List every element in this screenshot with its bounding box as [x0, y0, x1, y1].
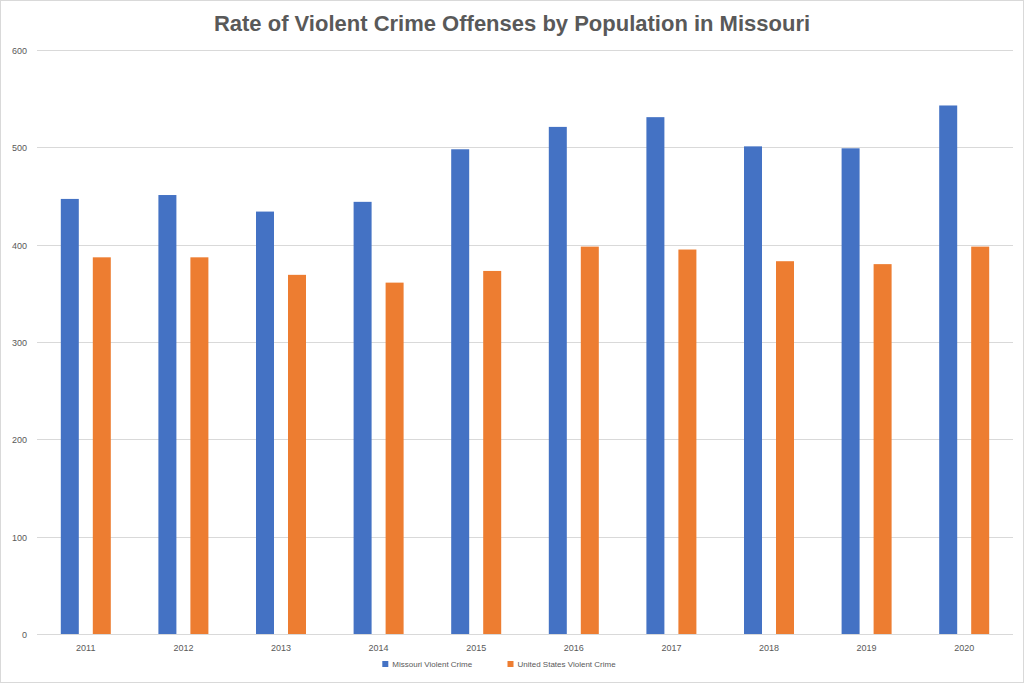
bar [971, 247, 989, 634]
bar [581, 247, 599, 634]
x-tick-label: 2016 [564, 643, 584, 653]
x-axis [37, 634, 1013, 635]
bar [354, 202, 372, 634]
bar [190, 257, 208, 634]
bar [678, 250, 696, 634]
bar [549, 127, 567, 634]
bar [93, 257, 111, 634]
bars [61, 105, 989, 634]
bar [939, 105, 957, 634]
bar [874, 264, 892, 634]
bar [158, 195, 176, 634]
x-tick-label: 2017 [661, 643, 681, 653]
legend-swatch [508, 661, 514, 667]
x-tick-label: 2012 [173, 643, 193, 653]
y-tick-label: 300 [12, 338, 27, 348]
grid-line [37, 439, 1013, 440]
grid-line [37, 634, 1013, 635]
y-tick-label: 0 [22, 630, 27, 640]
legend-label: United States Violent Crime [518, 660, 617, 669]
y-tick-label: 200 [12, 435, 27, 445]
bar [776, 261, 794, 634]
y-tick-label: 600 [12, 46, 27, 56]
x-tick-label: 2019 [857, 643, 877, 653]
chart: Rate of Violent Crime Offenses by Popula… [0, 0, 1024, 683]
title: Rate of Violent Crime Offenses by Popula… [214, 11, 810, 36]
legend-label: Missouri Violent Crime [392, 660, 472, 669]
grid-line [37, 537, 1013, 538]
x-tick-label: 2013 [271, 643, 291, 653]
x-tick-label: 2011 [76, 643, 95, 653]
bar [386, 283, 404, 634]
bar [744, 146, 762, 634]
y-tick-label: 100 [12, 533, 27, 543]
bar [483, 271, 501, 634]
bar [256, 212, 274, 634]
bar [288, 275, 306, 634]
bar [61, 199, 79, 634]
grid-line [37, 342, 1013, 343]
bar [451, 149, 469, 634]
x-tick-label: 2018 [759, 643, 779, 653]
x-tick-label: 2014 [369, 643, 389, 653]
y-tick-label: 400 [12, 241, 27, 251]
grid-line [37, 147, 1013, 148]
grid-line [37, 245, 1013, 246]
grid-line [37, 50, 1013, 51]
legend-swatch [382, 661, 388, 667]
bar [646, 117, 664, 634]
x-tick-label: 2015 [466, 643, 486, 653]
background [1, 1, 1024, 683]
legend: Missouri Violent Crime United States Viol… [382, 660, 616, 669]
x-tick-label: 2020 [954, 643, 974, 653]
y-tick-label: 500 [12, 143, 27, 153]
bar [842, 148, 860, 634]
